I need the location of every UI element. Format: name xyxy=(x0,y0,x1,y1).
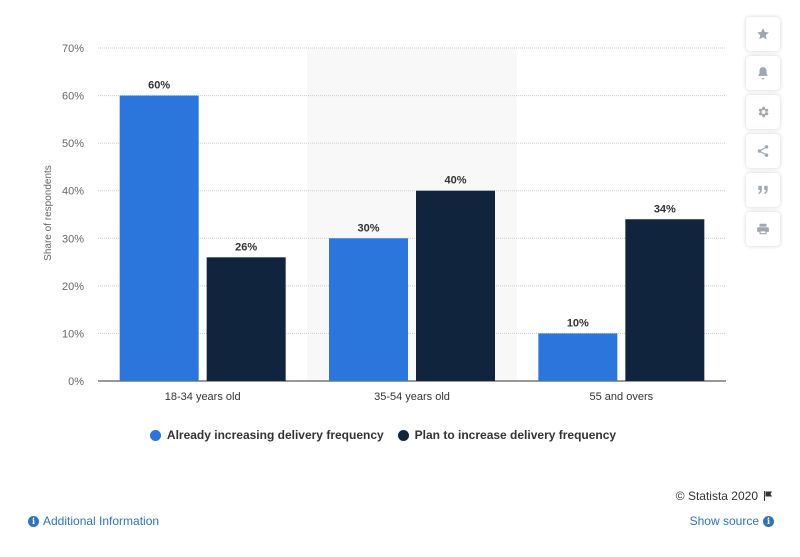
y-axis: 0% 10% 20% 30% 40% 50% 60% 70% xyxy=(62,43,84,388)
bell-icon xyxy=(758,67,768,80)
legend-item[interactable]: Already increasing delivery frequency xyxy=(149,428,384,442)
info-icon: i xyxy=(28,515,39,527)
bar xyxy=(538,333,618,381)
data-label: 60% xyxy=(148,80,170,92)
show-source-label: Show source xyxy=(689,514,759,528)
tool-sidebar xyxy=(746,17,780,246)
x-axis: 18-34 years old 35-54 years old 55 and ove… xyxy=(165,391,654,403)
bars xyxy=(119,95,705,382)
favorite-button[interactable] xyxy=(746,17,780,51)
additional-info-label: Additional Information xyxy=(43,514,160,528)
gear-icon xyxy=(758,106,769,118)
print-button[interactable] xyxy=(746,212,780,246)
gridlines xyxy=(98,47,726,382)
legend-label: Plan to increase delivery frequency xyxy=(414,428,617,442)
y-tick-label: 50% xyxy=(62,138,84,150)
notification-button[interactable] xyxy=(746,56,780,90)
y-tick-label: 60% xyxy=(62,91,84,103)
y-tick-label: 30% xyxy=(62,233,84,245)
bar xyxy=(119,95,199,382)
bar xyxy=(416,190,495,381)
quote-icon xyxy=(758,185,768,195)
share-icon xyxy=(757,145,769,157)
y-tick-label: 0% xyxy=(68,376,84,388)
share-button[interactable] xyxy=(746,134,780,168)
show-source-link[interactable]: Show source i xyxy=(690,514,774,528)
legend-item[interactable]: Plan to increase delivery frequency xyxy=(397,428,617,442)
legend-marker xyxy=(149,429,161,441)
bar xyxy=(625,219,705,381)
data-label: 40% xyxy=(444,175,466,187)
flag-icon[interactable] xyxy=(762,490,774,502)
y-tick-label: 70% xyxy=(62,43,84,55)
legend: Already increasing delivery frequency Pla… xyxy=(0,428,766,442)
data-label: 34% xyxy=(654,203,676,215)
data-labels: 60% 26% 30% 40% 10% 34% xyxy=(148,80,676,330)
copyright: © Statista 2020 xyxy=(676,489,774,503)
y-tick-label: 20% xyxy=(62,281,84,293)
bar xyxy=(329,238,408,381)
y-axis-title: Share of respondents xyxy=(43,165,54,261)
legend-marker xyxy=(397,429,409,441)
data-label: 10% xyxy=(567,317,589,329)
x-tick-label: 18-34 years old xyxy=(165,391,241,403)
y-tick-label: 10% xyxy=(62,328,84,340)
additional-info-link[interactable]: i Additional Information xyxy=(28,514,159,528)
print-icon xyxy=(757,223,769,235)
x-tick-label: 55 and overs xyxy=(590,391,654,403)
data-label: 26% xyxy=(235,241,257,253)
y-tick-label: 40% xyxy=(62,186,84,198)
bar xyxy=(206,257,286,381)
x-tick-label: 35-54 years old xyxy=(374,391,450,403)
star-icon xyxy=(757,28,769,40)
copyright-text: © Statista 2020 xyxy=(675,489,758,503)
settings-button[interactable] xyxy=(746,95,780,129)
data-label: 30% xyxy=(357,222,379,234)
cite-button[interactable] xyxy=(746,173,780,207)
info-icon: i xyxy=(763,515,774,527)
legend-label: Already increasing delivery frequency xyxy=(166,428,384,442)
